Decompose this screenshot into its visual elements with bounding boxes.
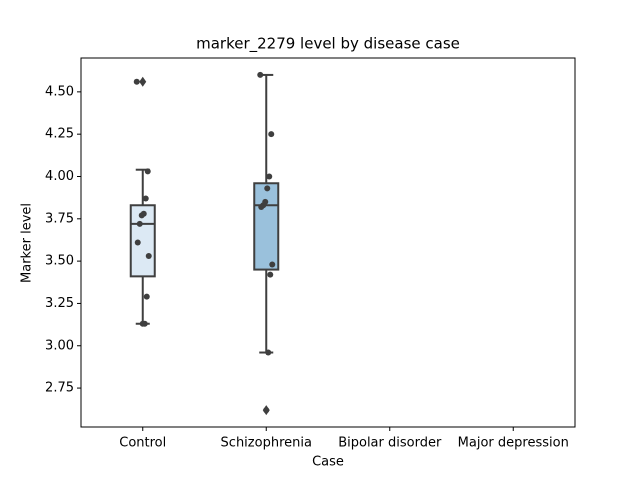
box	[253, 182, 280, 271]
strip-point	[263, 407, 270, 414]
y-tick-label: 3.00	[45, 338, 74, 353]
strip-point	[266, 173, 273, 180]
strip-point	[144, 168, 151, 175]
plot-area	[80, 57, 576, 428]
x-axis-label: Case	[312, 455, 344, 470]
strip-point	[139, 320, 146, 327]
strip-point	[138, 212, 145, 219]
y-tick-label: 4.00	[45, 169, 74, 184]
y-tick-label: 4.25	[45, 127, 74, 142]
strip-point	[134, 239, 141, 246]
y-tick-label: 3.75	[45, 211, 74, 226]
strip-point	[265, 349, 272, 356]
strip-point	[142, 195, 149, 202]
strip-point	[145, 253, 152, 260]
y-tick-label: 3.50	[45, 254, 74, 269]
x-tick-label: Bipolar disorder	[338, 436, 442, 451]
x-tick-label: Major depression	[458, 436, 569, 451]
flier	[139, 76, 147, 87]
y-tick-label: 4.50	[45, 84, 74, 99]
y-tick-label: 2.75	[45, 381, 74, 396]
strip-point	[267, 271, 274, 278]
strip-point	[258, 203, 265, 210]
strip-point	[257, 71, 264, 78]
strip-point	[133, 78, 140, 85]
y-axis-label: Marker level	[20, 203, 35, 283]
x-tick-label: Control	[119, 436, 166, 451]
strip-point	[268, 131, 275, 138]
y-tick-label: 3.25	[45, 296, 74, 311]
strip-point	[264, 185, 271, 192]
strip-point	[269, 261, 276, 268]
strip-point	[143, 293, 150, 300]
chart-title: marker_2279 level by disease case	[196, 35, 460, 54]
strip-point	[136, 220, 143, 227]
x-tick-label: Schizophrenia	[221, 436, 312, 451]
